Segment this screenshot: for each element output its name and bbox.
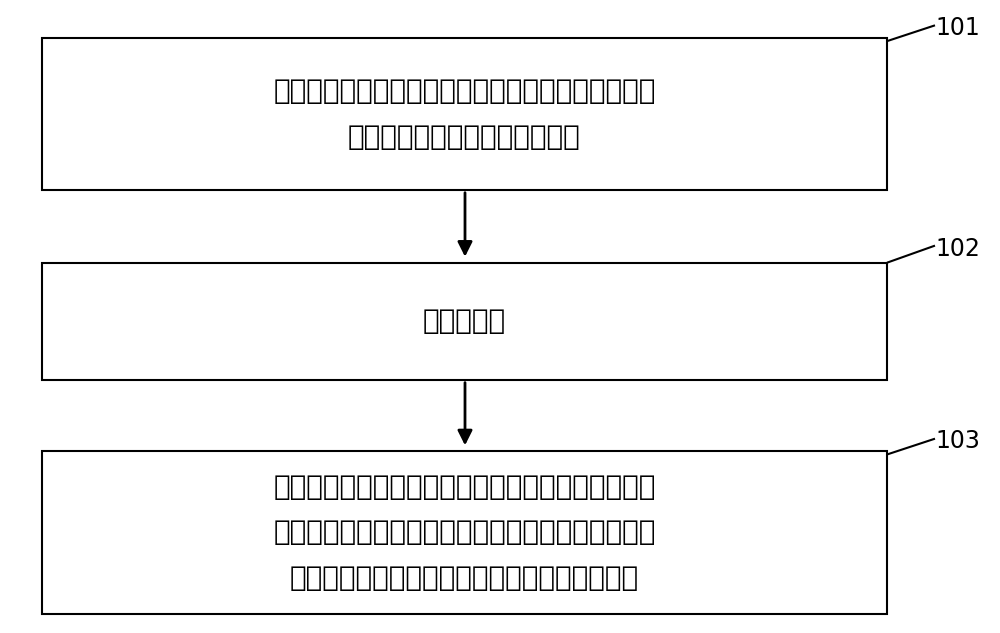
Text: 101: 101 bbox=[935, 16, 980, 41]
FancyBboxPatch shape bbox=[42, 38, 887, 190]
Text: 当空压机的实时工作参数在预设时长内达到预设的目
标工作参数时，根据空压机出口处和增湿器出口处的
压力差值判断燃料电池系统的阴极是否存在泄漏: 当空压机的实时工作参数在预设时长内达到预设的目 标工作参数时，根据空压机出口处和… bbox=[273, 473, 656, 592]
Text: 102: 102 bbox=[935, 237, 980, 261]
FancyBboxPatch shape bbox=[42, 451, 887, 614]
Text: 103: 103 bbox=[935, 429, 980, 453]
Text: 启动空压机: 启动空压机 bbox=[423, 307, 506, 335]
Text: 当接收到用于启动燃料电池系统的启动指令时，打开
旁通阀，并关闭截止阀和背压阀: 当接收到用于启动燃料电池系统的启动指令时，打开 旁通阀，并关闭截止阀和背压阀 bbox=[273, 77, 656, 151]
FancyBboxPatch shape bbox=[42, 263, 887, 380]
